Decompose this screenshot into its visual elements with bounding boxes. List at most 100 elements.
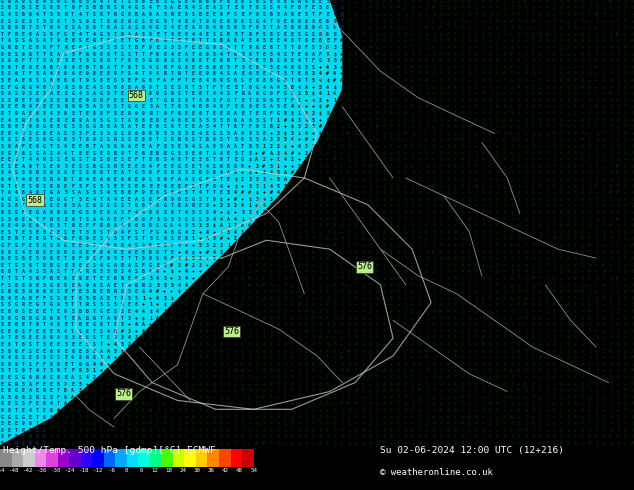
Text: +: +: [298, 217, 301, 221]
Text: 1: 1: [496, 32, 499, 37]
Text: 6: 6: [64, 237, 67, 242]
Text: +: +: [574, 342, 577, 347]
Text: #: #: [531, 342, 534, 347]
Text: $: $: [50, 421, 53, 426]
Text: S: S: [262, 5, 266, 10]
Text: 4: 4: [581, 38, 584, 44]
Text: 4: 4: [156, 276, 159, 281]
Text: 3: 3: [517, 32, 521, 37]
Text: 5: 5: [425, 38, 428, 44]
Text: +: +: [446, 131, 450, 136]
Text: +: +: [298, 230, 301, 235]
Text: 5: 5: [184, 223, 188, 228]
Text: 6: 6: [107, 124, 110, 129]
Text: $: $: [312, 157, 315, 162]
Text: 4: 4: [319, 289, 322, 294]
Text: G: G: [156, 230, 159, 235]
Text: 2: 2: [390, 355, 393, 360]
Text: 4: 4: [454, 256, 456, 261]
Text: 2: 2: [454, 408, 456, 413]
Text: F: F: [171, 78, 173, 83]
Text: 5: 5: [588, 65, 591, 70]
Text: 6: 6: [262, 51, 266, 57]
Text: +: +: [446, 243, 450, 248]
Text: 5: 5: [454, 38, 456, 44]
Text: B: B: [113, 230, 117, 235]
Text: 4: 4: [560, 118, 563, 122]
Text: 2: 2: [475, 138, 478, 143]
Text: #: #: [517, 85, 521, 90]
Text: 3: 3: [340, 111, 343, 116]
Text: 8: 8: [100, 111, 103, 116]
Text: 3: 3: [475, 210, 478, 215]
Text: 2: 2: [198, 362, 202, 367]
Text: 9: 9: [333, 19, 336, 24]
Text: $: $: [121, 415, 124, 419]
Text: 6: 6: [79, 296, 81, 301]
Text: R: R: [1, 111, 3, 116]
Text: 3: 3: [326, 263, 329, 268]
Text: +: +: [397, 223, 400, 228]
Text: +: +: [411, 421, 414, 426]
Text: 1: 1: [269, 342, 273, 347]
Text: 2: 2: [616, 177, 619, 182]
Text: R: R: [29, 217, 32, 221]
Text: 4: 4: [269, 421, 273, 426]
Text: A: A: [361, 98, 365, 103]
Text: 2: 2: [234, 237, 237, 242]
Text: 4: 4: [588, 408, 591, 413]
Text: A: A: [326, 421, 329, 426]
Text: B: B: [93, 164, 95, 169]
Text: 5: 5: [461, 375, 463, 380]
Text: $: $: [468, 428, 470, 433]
Text: 4: 4: [1, 223, 3, 228]
Text: 8: 8: [142, 164, 145, 169]
Text: $: $: [383, 375, 385, 380]
Text: 8: 8: [213, 72, 216, 76]
Text: +: +: [249, 164, 251, 169]
Text: S: S: [234, 12, 237, 17]
Text: 1: 1: [432, 65, 436, 70]
Text: +: +: [249, 309, 251, 314]
Text: A: A: [609, 263, 612, 268]
Text: 2: 2: [602, 349, 605, 354]
Text: 3: 3: [496, 270, 499, 274]
Text: 3: 3: [397, 375, 400, 380]
Text: 2: 2: [354, 25, 358, 30]
Text: 3: 3: [524, 65, 527, 70]
Text: 5: 5: [107, 131, 110, 136]
Text: 4: 4: [397, 289, 400, 294]
Text: 3: 3: [184, 316, 188, 320]
Text: -30: -30: [51, 468, 61, 473]
Text: 9: 9: [15, 111, 18, 116]
Text: 3: 3: [531, 177, 534, 182]
Text: A: A: [482, 362, 485, 367]
Text: 1: 1: [560, 408, 563, 413]
Text: $: $: [149, 309, 152, 314]
Text: E: E: [100, 210, 103, 215]
Text: G: G: [22, 375, 25, 380]
Text: 9: 9: [86, 98, 88, 103]
Text: E: E: [283, 32, 287, 37]
Text: T: T: [79, 230, 81, 235]
Text: 4: 4: [397, 250, 400, 255]
Text: A: A: [602, 441, 605, 446]
Text: 5: 5: [206, 349, 209, 354]
Text: F: F: [171, 243, 173, 248]
Text: S: S: [213, 164, 216, 169]
Text: T: T: [113, 32, 117, 37]
Text: +: +: [269, 131, 273, 136]
Text: +: +: [439, 322, 443, 327]
Text: +: +: [496, 316, 499, 320]
Text: A: A: [361, 91, 365, 96]
Text: +: +: [113, 408, 117, 413]
Text: 4: 4: [220, 91, 223, 96]
Text: F: F: [22, 349, 25, 354]
Text: E: E: [57, 65, 60, 70]
Text: A: A: [113, 382, 117, 387]
Text: E: E: [156, 32, 159, 37]
Text: E: E: [113, 98, 117, 103]
Text: 5: 5: [227, 309, 230, 314]
Text: S: S: [43, 435, 46, 440]
Text: 4: 4: [517, 401, 521, 407]
